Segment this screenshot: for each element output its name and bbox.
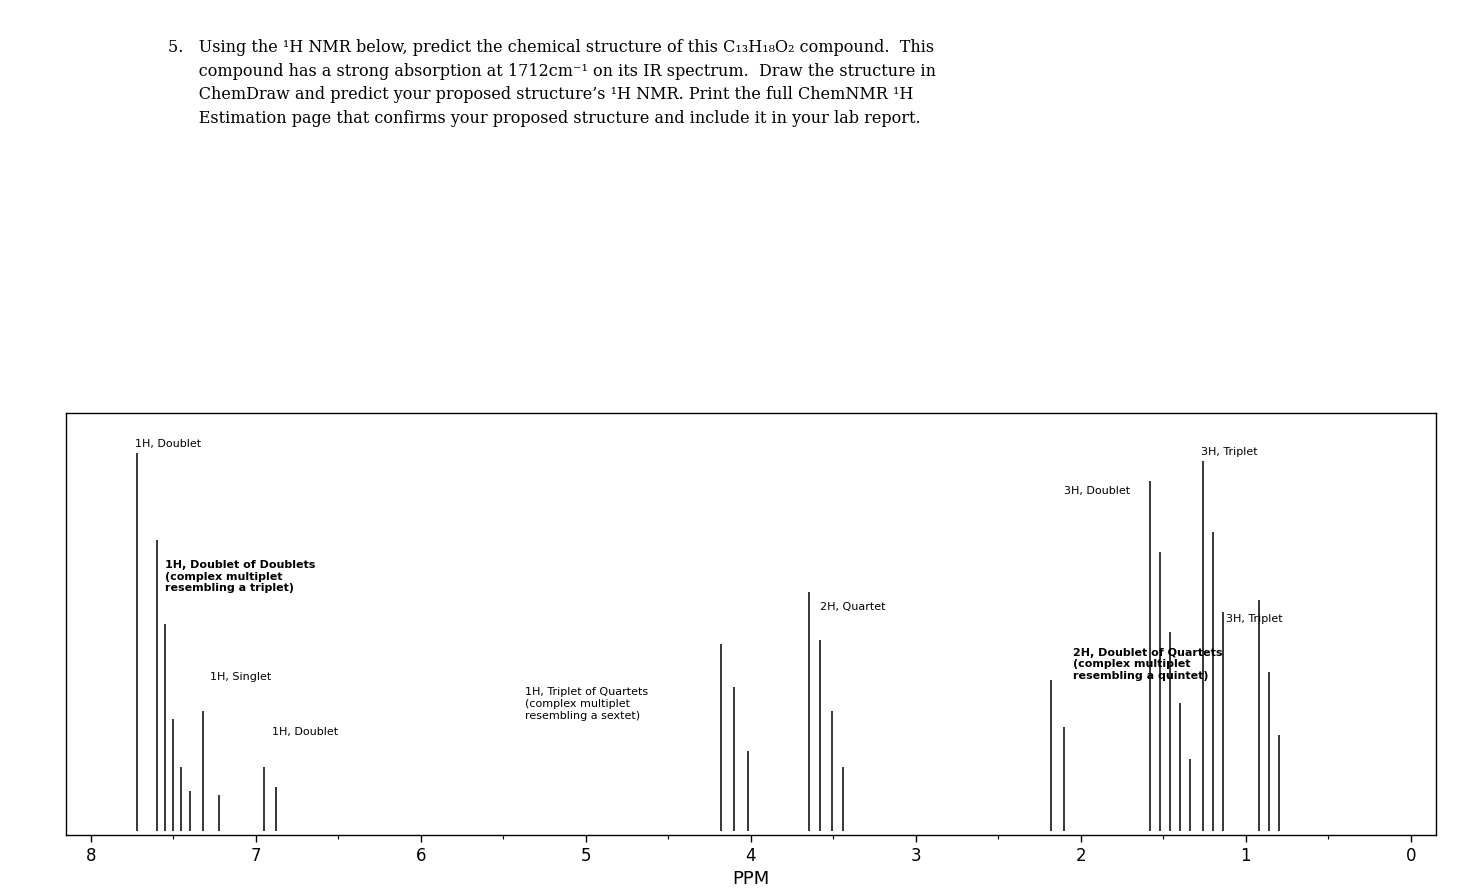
Text: 1H, Doublet: 1H, Doublet bbox=[272, 727, 338, 737]
Text: 1H, Doublet of Doublets
(complex multiplet
resembling a triplet): 1H, Doublet of Doublets (complex multipl… bbox=[166, 560, 315, 593]
Text: 5.   Using the ¹H NMR below, predict the chemical structure of this C₁₃H₁₈O₂ com: 5. Using the ¹H NMR below, predict the c… bbox=[168, 39, 936, 127]
Text: 1H, Doublet: 1H, Doublet bbox=[135, 439, 201, 448]
Text: 3H, Triplet: 3H, Triplet bbox=[1226, 614, 1282, 624]
Text: 2H, Quartet: 2H, Quartet bbox=[820, 602, 886, 612]
Text: 1H, Triplet of Quartets
(complex multiplet
resembling a sextet): 1H, Triplet of Quartets (complex multipl… bbox=[526, 687, 649, 721]
X-axis label: PPM: PPM bbox=[732, 870, 769, 888]
Text: 1H, Singlet: 1H, Singlet bbox=[209, 671, 271, 682]
Text: 3H, Doublet: 3H, Doublet bbox=[1064, 487, 1131, 496]
Text: 2H, Doublet of Quartets
(complex multiplet
resembling a quintet): 2H, Doublet of Quartets (complex multipl… bbox=[1072, 647, 1222, 681]
Text: 3H, Triplet: 3H, Triplet bbox=[1201, 447, 1258, 456]
